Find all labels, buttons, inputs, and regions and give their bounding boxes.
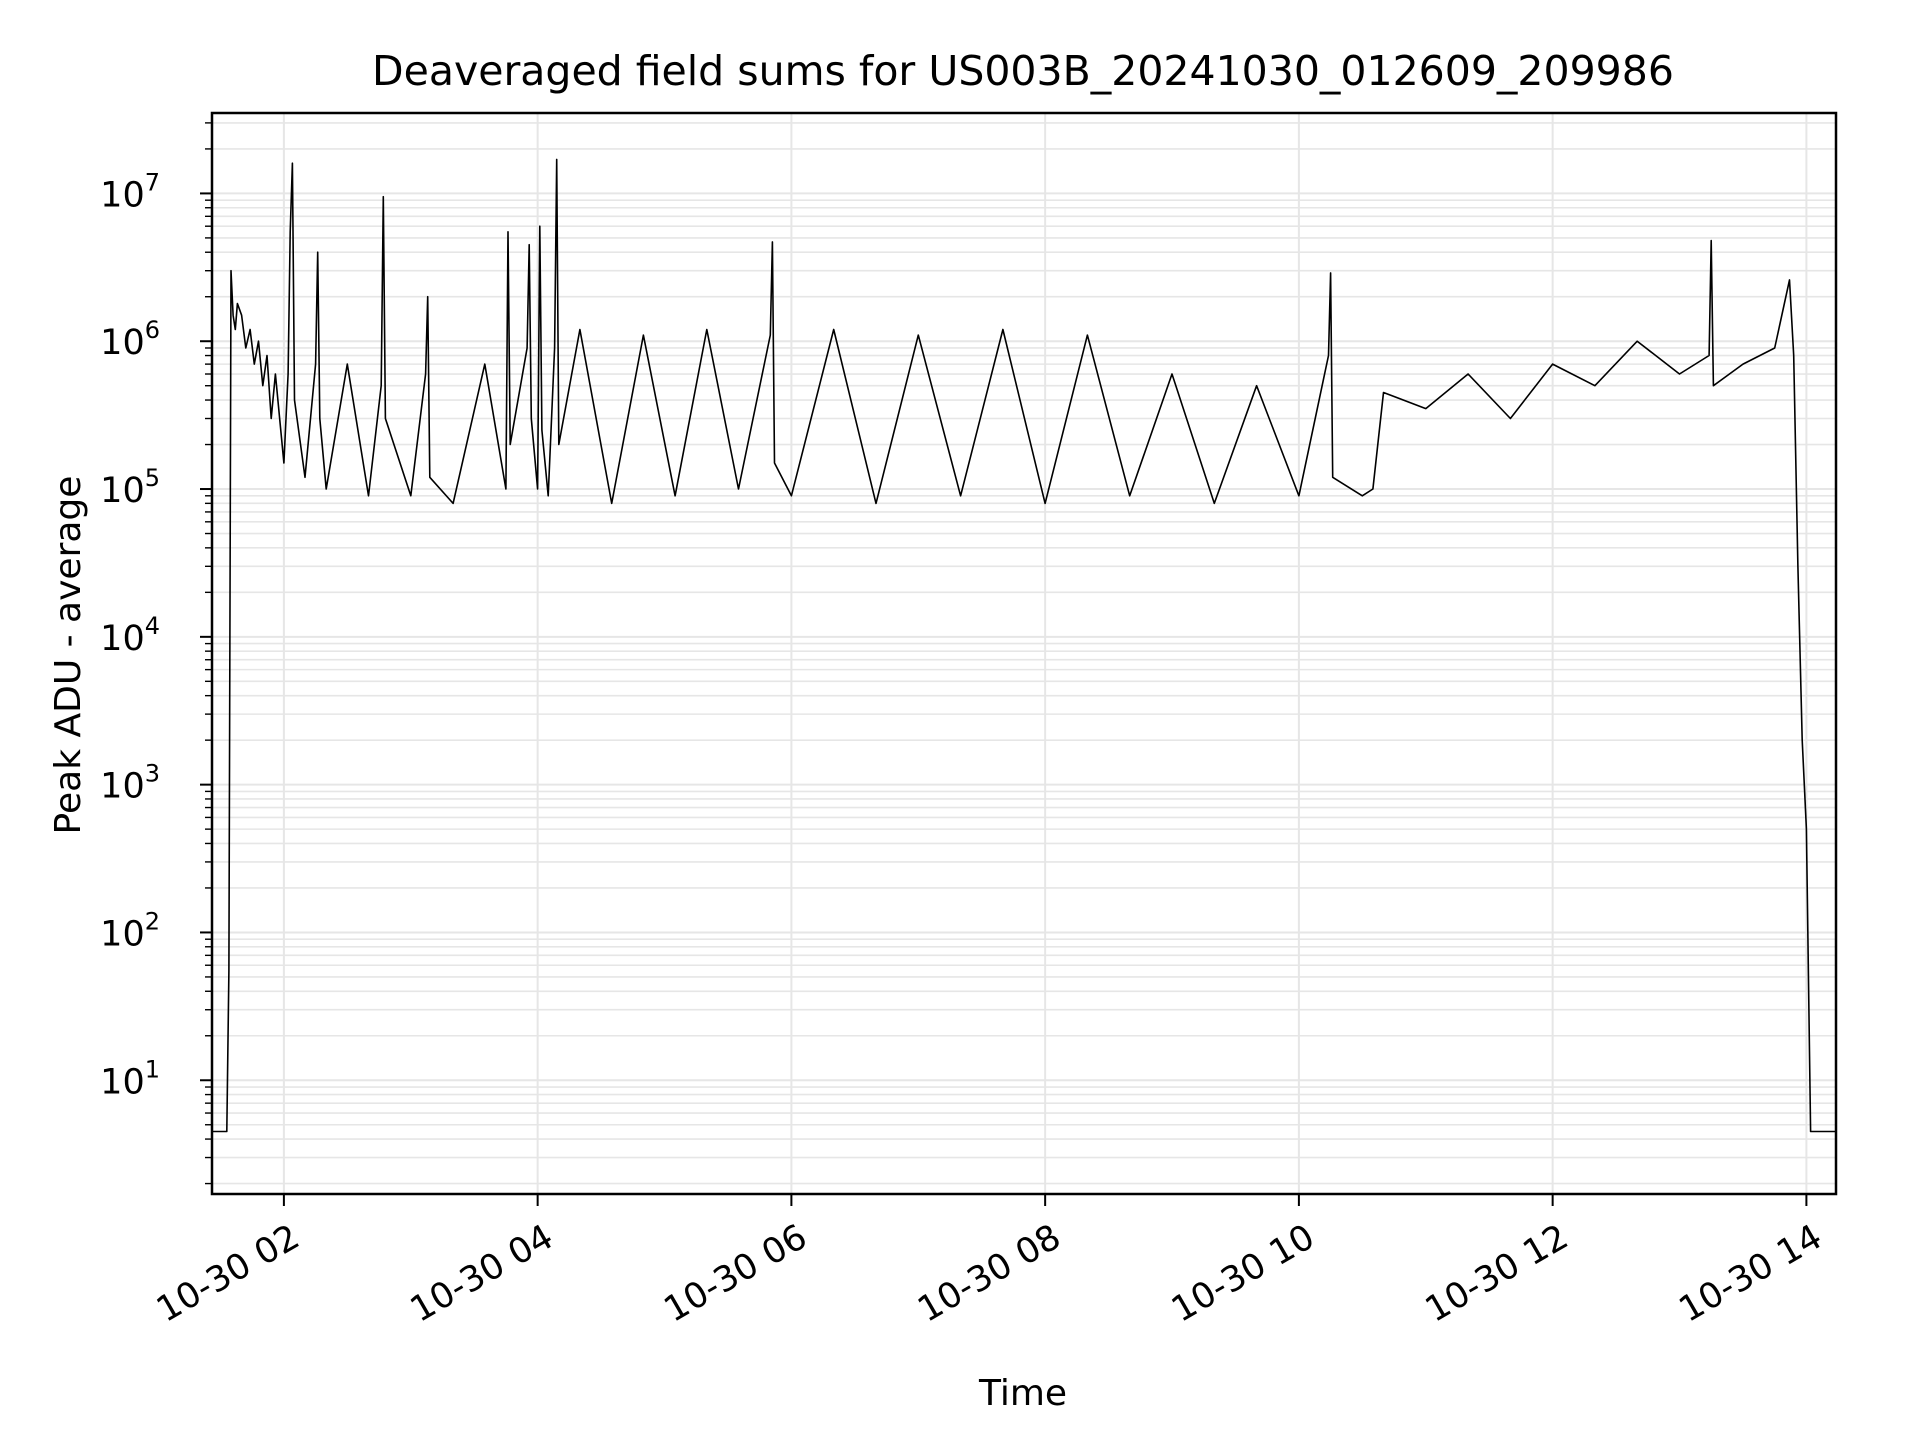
y-tick-exponent: 3	[145, 760, 160, 788]
y-tick-base: 10	[100, 914, 145, 954]
y-tick-label: 103	[100, 760, 160, 807]
y-tick-base: 10	[100, 175, 145, 215]
series-line	[212, 158, 1836, 1133]
grid-layer	[212, 113, 1836, 1194]
plot-frame	[210, 111, 1838, 1196]
y-axis-label: Peak ADU - average	[48, 476, 89, 835]
y-tick-base: 10	[100, 619, 145, 659]
y-tick-exponent: 4	[145, 612, 160, 640]
chart-title: Deaveraged field sums for US003B_2024103…	[372, 47, 1674, 95]
y-tick-base: 10	[100, 471, 145, 511]
y-tick-exponent: 5	[145, 464, 160, 492]
y-tick-base: 10	[100, 767, 145, 807]
y-tick-exponent: 2	[145, 907, 160, 935]
y-tick-label: 106	[100, 316, 160, 363]
y-tick-label: 105	[100, 464, 160, 511]
y-tick-label: 104	[100, 612, 160, 659]
y-tick-label: 107	[100, 168, 160, 215]
y-tick-label: 102	[100, 907, 160, 954]
series-layer	[212, 158, 1836, 1133]
y-tick-exponent: 1	[145, 1055, 160, 1083]
y-tick-base: 10	[100, 323, 145, 363]
y-tick-exponent: 7	[145, 168, 160, 196]
y-tick-base: 10	[100, 1062, 145, 1102]
y-tick-label: 101	[100, 1055, 160, 1102]
x-axis-label: Time	[978, 1373, 1067, 1414]
y-tick-exponent: 6	[145, 316, 160, 344]
